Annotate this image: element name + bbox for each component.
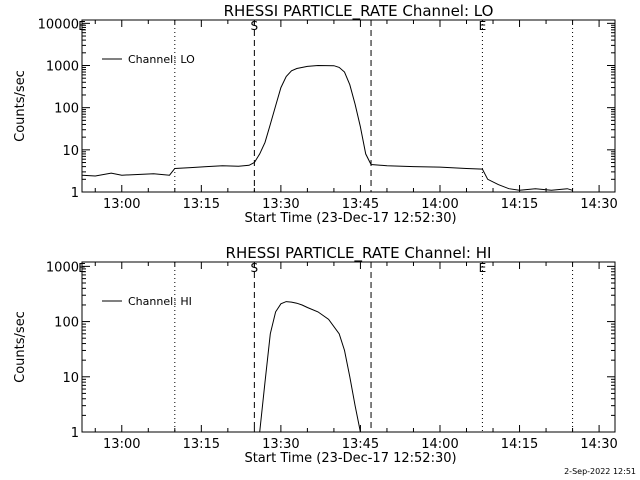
y-tick-label: 1000 [46, 260, 79, 275]
x-tick-label: 14:00 [421, 197, 458, 212]
y-tick-label: 10000 [38, 17, 79, 32]
legend-label: Channel: LO [128, 53, 195, 66]
legend-label: Channel: HI [128, 295, 192, 308]
x-tick-label: 13:30 [262, 437, 299, 452]
y-tick-label: 1 [71, 186, 79, 201]
y-tick-label: 10 [62, 371, 79, 386]
series-line-1 [81, 64, 573, 191]
y-axis-label: Counts/sec [13, 311, 28, 383]
plot-frame [81, 261, 616, 433]
x-tick-label: 13:15 [183, 437, 220, 452]
x-tick-label: 13:45 [342, 197, 379, 212]
marker-label: S [251, 261, 259, 275]
y-axis-label: Counts/sec [13, 70, 28, 142]
x-tick-label: 14:15 [501, 197, 538, 212]
y-tick-label: 100 [54, 102, 79, 117]
y-tick-label: 1000 [46, 60, 79, 75]
x-tick-label: 13:15 [183, 197, 220, 212]
series-line-1 [259, 301, 361, 433]
x-axis-label: Start Time (23-Dec-17 12:52:30) [244, 211, 456, 226]
x-tick-label: 14:30 [580, 437, 617, 452]
marker-label: S [251, 19, 259, 33]
x-tick-label: 13:30 [262, 197, 299, 212]
marker-label: E [479, 19, 487, 33]
x-axis-label: Start Time (23-Dec-17 12:52:30) [244, 451, 456, 466]
x-tick-label: 13:00 [103, 437, 140, 452]
y-tick-label: 1 [71, 426, 79, 441]
x-tick-label: 14:30 [580, 197, 617, 212]
chart-panel-1: RHESSI PARTICLE_RATE Channel: LO Start Ti… [13, 2, 618, 226]
x-tick-label: 13:00 [103, 197, 140, 212]
y-tick-label: 10 [62, 144, 79, 159]
x-tick-label: 13:45 [342, 437, 379, 452]
marker-label: E [479, 261, 487, 275]
plot-frame [81, 19, 616, 193]
x-tick-label: 14:15 [501, 437, 538, 452]
chart-panel-2: RHESSI PARTICLE_RATE Channel: HI Start Ti… [13, 244, 618, 466]
marker-label: E [78, 261, 86, 275]
x-tick-label: 14:00 [421, 437, 458, 452]
chart-title: RHESSI PARTICLE_RATE Channel: LO [224, 2, 494, 21]
chart-title: RHESSI PARTICLE_RATE Channel: HI [226, 244, 492, 263]
marker-label: E [78, 19, 86, 33]
y-tick-label: 100 [54, 316, 79, 331]
